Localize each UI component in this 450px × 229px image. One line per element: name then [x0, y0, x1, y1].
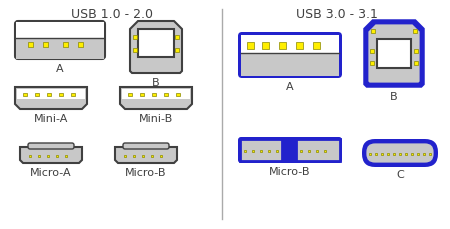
Bar — [369, 153, 371, 156]
Text: Micro-A: Micro-A — [30, 167, 72, 177]
Bar — [371, 30, 375, 34]
Bar — [23, 93, 27, 97]
Text: USB 3.0 - 3.1: USB 3.0 - 3.1 — [296, 8, 378, 21]
Bar — [411, 153, 413, 156]
Bar — [276, 150, 278, 153]
FancyBboxPatch shape — [238, 137, 342, 163]
Bar — [300, 150, 302, 153]
Bar — [142, 155, 144, 157]
FancyBboxPatch shape — [15, 22, 105, 60]
Bar — [152, 93, 156, 97]
Text: A: A — [56, 64, 64, 74]
Bar — [175, 35, 179, 39]
Bar — [414, 62, 418, 66]
Bar — [175, 48, 179, 52]
Bar — [377, 40, 411, 69]
Bar — [296, 43, 302, 50]
Bar — [16, 23, 104, 40]
Polygon shape — [365, 22, 423, 87]
Bar — [65, 155, 67, 157]
Bar — [423, 153, 425, 156]
Bar — [176, 93, 180, 97]
Bar — [47, 155, 49, 157]
Bar — [241, 36, 339, 55]
Bar — [47, 93, 51, 97]
Bar — [71, 93, 75, 97]
Polygon shape — [20, 147, 82, 163]
Bar — [240, 139, 282, 161]
FancyBboxPatch shape — [28, 143, 74, 149]
Bar — [393, 153, 395, 156]
Bar — [133, 48, 137, 52]
Bar — [38, 155, 40, 157]
Bar — [375, 153, 377, 156]
Text: A: A — [286, 82, 294, 92]
Text: B: B — [390, 92, 398, 101]
Bar — [387, 153, 389, 156]
FancyBboxPatch shape — [240, 35, 340, 77]
Text: Mini-B: Mini-B — [139, 114, 173, 123]
Bar — [414, 50, 418, 54]
Text: C: C — [396, 169, 404, 179]
Text: B: B — [152, 78, 160, 88]
Bar — [370, 62, 374, 66]
Bar — [56, 155, 58, 157]
Bar — [260, 150, 262, 153]
Polygon shape — [130, 22, 182, 74]
Bar — [16, 39, 104, 59]
Bar — [308, 150, 310, 153]
Bar — [241, 54, 339, 76]
Bar — [63, 43, 68, 48]
Bar — [261, 43, 269, 50]
Bar — [27, 43, 32, 48]
Bar — [381, 153, 383, 156]
Bar — [405, 153, 407, 156]
FancyBboxPatch shape — [365, 142, 435, 164]
Bar — [413, 30, 417, 34]
Text: Micro-B: Micro-B — [125, 167, 167, 177]
Bar — [247, 43, 253, 50]
Bar — [164, 93, 168, 97]
Bar — [399, 153, 401, 156]
Bar — [252, 150, 254, 153]
Bar — [133, 35, 137, 39]
FancyBboxPatch shape — [123, 143, 169, 149]
Text: USB 1.0 - 2.0: USB 1.0 - 2.0 — [71, 8, 153, 21]
Bar — [160, 155, 162, 157]
Bar — [42, 43, 48, 48]
Bar — [122, 90, 190, 99]
FancyBboxPatch shape — [362, 139, 438, 167]
Bar — [296, 139, 340, 161]
Text: Mini-A: Mini-A — [34, 114, 68, 123]
Polygon shape — [115, 147, 177, 163]
Bar — [370, 50, 374, 54]
Bar — [35, 93, 39, 97]
Bar — [417, 153, 419, 156]
FancyBboxPatch shape — [238, 33, 342, 79]
Bar — [429, 153, 431, 156]
Bar — [316, 150, 318, 153]
Bar — [324, 150, 326, 153]
Bar — [279, 43, 285, 50]
Bar — [77, 43, 82, 48]
Polygon shape — [15, 88, 87, 109]
Bar — [244, 150, 246, 153]
Bar — [138, 30, 174, 58]
Bar — [312, 43, 319, 50]
Bar — [133, 155, 135, 157]
Bar — [128, 93, 132, 97]
Bar — [124, 155, 126, 157]
Bar — [151, 155, 153, 157]
Bar — [17, 90, 85, 99]
Bar — [140, 93, 144, 97]
Polygon shape — [367, 24, 421, 85]
Bar — [29, 155, 31, 157]
Polygon shape — [120, 88, 192, 109]
Bar — [59, 93, 63, 97]
Text: Micro-B: Micro-B — [269, 166, 311, 176]
Bar — [268, 150, 270, 153]
